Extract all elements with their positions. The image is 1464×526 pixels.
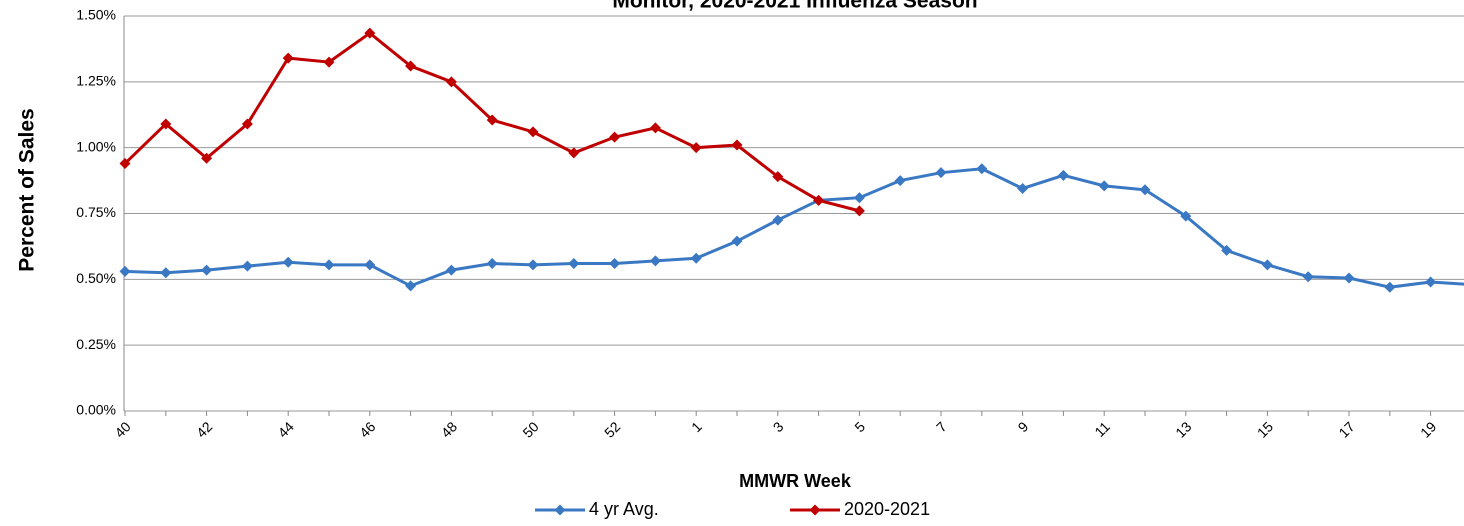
data-point <box>119 157 131 169</box>
data-point <box>935 167 947 179</box>
data-point <box>323 56 335 68</box>
x-tick-label: 40 <box>111 418 133 440</box>
data-point <box>1057 169 1069 181</box>
x-tick-label: 46 <box>356 418 378 440</box>
data-point <box>445 76 457 88</box>
data-point <box>1139 184 1151 196</box>
data-point <box>160 267 172 279</box>
x-tick-label: 48 <box>438 418 460 440</box>
data-point <box>731 139 743 151</box>
data-point <box>772 214 784 226</box>
data-point <box>690 252 702 264</box>
x-tick-label: 7 <box>933 418 950 435</box>
data-point <box>527 259 539 271</box>
x-tick-label: 1 <box>688 418 705 435</box>
data-point <box>405 280 417 292</box>
y-tick-label: 0.25% <box>76 336 116 352</box>
data-point <box>568 147 580 159</box>
data-point <box>649 255 661 267</box>
data-point <box>772 171 784 183</box>
x-tick-label: 52 <box>601 418 623 440</box>
y-tick-label: 0.75% <box>76 204 116 220</box>
x-tick-label: 11 <box>1091 418 1113 440</box>
data-point <box>119 265 131 277</box>
data-point <box>1343 272 1355 284</box>
data-point <box>160 118 172 130</box>
data-point <box>323 259 335 271</box>
data-point <box>649 122 661 134</box>
data-point <box>282 52 294 64</box>
data-point <box>486 258 498 270</box>
y-tick-label: 0.00% <box>76 402 116 418</box>
x-tick-label: 13 <box>1172 418 1194 440</box>
y-tick-label: 1.00% <box>76 138 116 154</box>
data-point <box>445 264 457 276</box>
data-point <box>609 131 621 143</box>
legend-label: 2020-2021 <box>844 499 930 519</box>
data-point <box>894 175 906 187</box>
legend-marker <box>809 504 821 516</box>
data-point <box>405 60 417 72</box>
data-point <box>364 27 376 39</box>
data-point <box>690 142 702 154</box>
data-point <box>201 264 213 276</box>
data-point <box>853 192 865 204</box>
data-point <box>1098 180 1110 192</box>
x-tick-label: 5 <box>851 418 868 435</box>
x-tick-label: 44 <box>275 418 297 440</box>
data-point <box>1017 182 1029 194</box>
legend-marker <box>554 504 566 516</box>
data-point <box>1180 210 1192 222</box>
data-point <box>609 258 621 270</box>
data-point <box>853 205 865 217</box>
data-point <box>241 260 253 272</box>
data-point <box>1221 244 1233 256</box>
data-point <box>364 259 376 271</box>
chart-title: Monitor, 2020-2021 Influenza Season <box>612 0 977 13</box>
data-point <box>241 118 253 130</box>
data-point <box>1261 259 1273 271</box>
x-tick-label: 3 <box>770 418 787 435</box>
data-point <box>731 235 743 247</box>
data-point <box>813 194 825 206</box>
data-point <box>201 152 213 164</box>
x-tick-label: 15 <box>1254 418 1276 440</box>
x-tick-label: 42 <box>193 418 215 440</box>
x-tick-label: 9 <box>1015 418 1032 435</box>
x-tick-label: 17 <box>1335 418 1357 440</box>
data-point <box>527 126 539 138</box>
data-point <box>976 163 988 175</box>
data-point <box>1384 281 1396 293</box>
y-tick-label: 1.50% <box>76 7 116 23</box>
plot-area <box>119 27 1464 293</box>
x-tick-label: 50 <box>519 418 541 440</box>
data-point <box>282 256 294 268</box>
legend-label: 4 yr Avg. <box>589 499 659 519</box>
data-point <box>1302 271 1314 283</box>
y-tick-label: 0.50% <box>76 270 116 286</box>
series-line <box>124 167 1464 289</box>
x-tick-label: 19 <box>1417 418 1439 440</box>
data-point <box>1425 276 1437 288</box>
y-axis-label: Percent of Sales <box>16 108 39 271</box>
y-tick-label: 1.25% <box>76 73 116 89</box>
data-point <box>486 114 498 126</box>
x-axis-label: MMWR Week <box>739 471 852 491</box>
data-point <box>568 258 580 270</box>
